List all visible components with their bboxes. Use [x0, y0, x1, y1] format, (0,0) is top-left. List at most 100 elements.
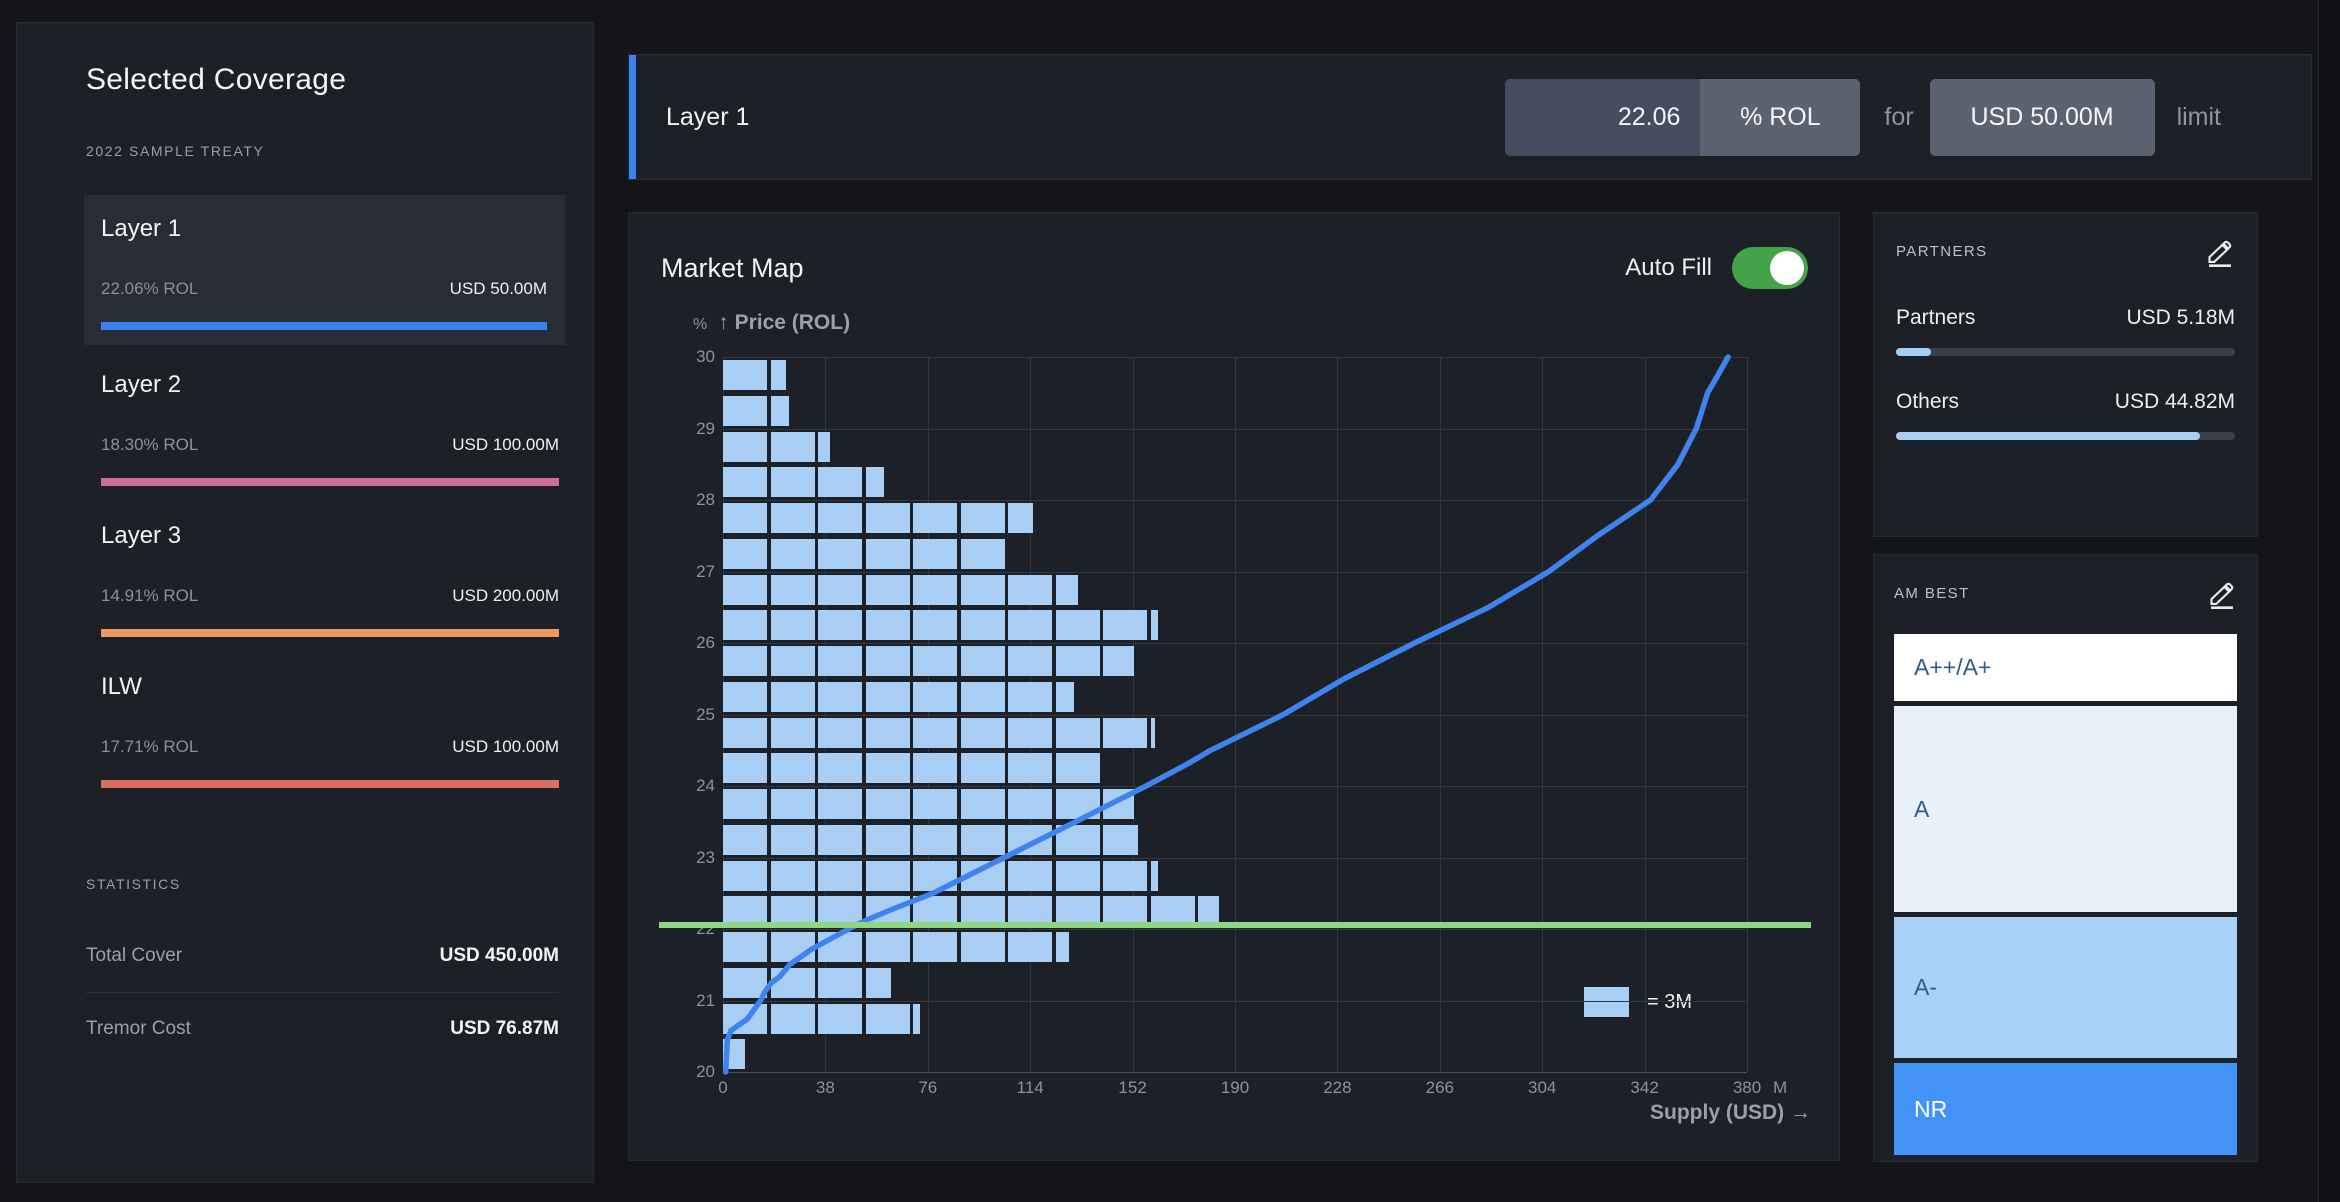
supply-block: [913, 789, 957, 819]
x-tick-label: 38: [815, 1078, 835, 1097]
layer-limit: USD 50.00M: [449, 279, 547, 298]
rol-value-input[interactable]: 22.06: [1505, 78, 1701, 156]
supply-block: [723, 717, 767, 748]
supply-block: [1103, 860, 1147, 891]
supply-block: [818, 646, 862, 676]
supply-block: [818, 860, 862, 891]
layer-color-bar: [101, 629, 559, 637]
layer-color-bar: [101, 780, 559, 788]
autofill-control: Auto Fill: [1625, 247, 1808, 289]
legend-block-swatch: [1584, 987, 1629, 1017]
supply-block: [865, 574, 910, 605]
statistic-label: Total Cover: [86, 945, 183, 966]
y-axis-unit: %: [693, 316, 708, 333]
v-gridline: [927, 357, 929, 1072]
layer-name: Layer 3: [101, 522, 182, 549]
autofill-label: Auto Fill: [1625, 254, 1712, 281]
x-tick-label: 0: [718, 1078, 728, 1097]
supply-block-partial: [913, 1003, 920, 1034]
supply-block: [865, 610, 910, 641]
partner-row: Partners USD 5.18M: [1896, 306, 2235, 356]
partners-rows: Partners USD 5.18M Others USD 44.82M: [1896, 306, 2235, 440]
supply-block: [1055, 717, 1100, 748]
coverage-sidebar: Selected Coverage 2022 SAMPLE TREATY Lay…: [16, 22, 594, 1183]
am-best-edit-button[interactable]: [2207, 579, 2237, 612]
supply-block: [1008, 646, 1052, 676]
supply-block: [770, 789, 815, 819]
treaty-name: 2022 SAMPLE TREATY: [86, 143, 265, 159]
partners-edit-button[interactable]: [2205, 237, 2235, 270]
supply-block: [913, 503, 957, 533]
x-tick-label: 380: [1732, 1078, 1762, 1097]
edit-pencil-icon: [2205, 240, 2235, 270]
rating-box[interactable]: A++/A+: [1894, 634, 2237, 701]
v-gridline: [1030, 357, 1032, 1072]
supply-block: [960, 824, 1005, 855]
supply-block: [818, 538, 862, 569]
supply-block: [723, 789, 767, 819]
supply-block: [818, 824, 862, 855]
market-map-header: Market Map Auto Fill: [661, 247, 1808, 289]
supply-block: [960, 610, 1005, 641]
supply-block: [770, 610, 815, 641]
supply-block: [770, 503, 815, 533]
supply-block: [865, 932, 910, 962]
supply-block: [818, 503, 862, 533]
y-tick-label: 25: [696, 704, 715, 724]
layer-rol: 22.06% ROL: [101, 279, 199, 298]
v-gridline: [1132, 357, 1134, 1072]
supply-block: [770, 681, 815, 712]
y-tick-label: 24: [696, 776, 715, 795]
limit-value-chip[interactable]: USD 50.00M: [1929, 78, 2155, 156]
partner-row-labels: Partners USD 5.18M: [1896, 306, 2235, 330]
v-gridline: [1439, 357, 1441, 1072]
market-map-panel: Market Map Auto Fill % ↑ Price (ROL) Sup…: [628, 212, 1840, 1161]
supply-block: [865, 789, 910, 819]
supply-block: [770, 467, 815, 498]
supply-block: [818, 932, 862, 962]
autofill-toggle[interactable]: [1732, 247, 1808, 289]
supply-block: [913, 646, 957, 676]
rol-unit-button[interactable]: % ROL: [1700, 78, 1861, 156]
supply-block-partial: [1055, 932, 1069, 962]
rating-label: A-: [1914, 974, 1937, 1000]
partner-progress-fill: [1896, 432, 2200, 440]
partner-value: USD 44.82M: [2114, 390, 2235, 413]
rating-box[interactable]: A-: [1894, 917, 2237, 1058]
rating-box[interactable]: NR: [1894, 1063, 2237, 1155]
supply-block: [723, 967, 767, 998]
supply-block-partial: [770, 360, 786, 390]
rol-input-group: 22.06 % ROL: [1505, 78, 1861, 156]
statistics-heading: STATISTICS: [86, 876, 181, 892]
layer-list-item[interactable]: Layer 1 22.06% ROL USD 50.00M: [84, 195, 565, 345]
layer-limit: USD 100.00M: [452, 737, 559, 756]
x-tick-label: 152: [1118, 1078, 1147, 1097]
layer-limit: USD 100.00M: [452, 435, 559, 454]
layer-list-item[interactable]: Layer 2 18.30% ROL USD 100.00M: [86, 371, 559, 486]
supply-block-partial: [1150, 610, 1158, 641]
layer-list-item[interactable]: Layer 3 14.91% ROL USD 200.00M: [86, 522, 559, 637]
h-gridline: [723, 1072, 1747, 1073]
supply-block: [770, 860, 815, 891]
supply-block: [818, 717, 862, 748]
supply-block: [1055, 860, 1100, 891]
v-gridline: [825, 357, 827, 1072]
partner-row-labels: Others USD 44.82M: [1896, 390, 2235, 414]
supply-block: [770, 824, 815, 855]
layer-color-bar: [101, 322, 547, 330]
rating-label: A++/A+: [1914, 654, 1992, 680]
layer-detail-row: 22.06% ROL USD 50.00M: [101, 279, 547, 299]
layer-list-item[interactable]: ILW 17.71% ROL USD 100.00M: [86, 673, 559, 788]
supply-block: [770, 967, 815, 998]
partners-heading: PARTNERS: [1896, 243, 1988, 260]
supply-block: [913, 753, 957, 784]
supply-block: [865, 538, 910, 569]
rating-box[interactable]: A: [1894, 706, 2237, 912]
y-tick-label: 21: [696, 990, 715, 1010]
statistic-row: Tremor Cost USD 76.87M: [86, 992, 559, 1065]
supply-block-partial: [1150, 860, 1158, 891]
supply-block: [818, 789, 862, 819]
y-tick-label: 20: [696, 1062, 715, 1081]
toggle-knob: [1770, 251, 1804, 285]
supply-block: [865, 681, 910, 712]
